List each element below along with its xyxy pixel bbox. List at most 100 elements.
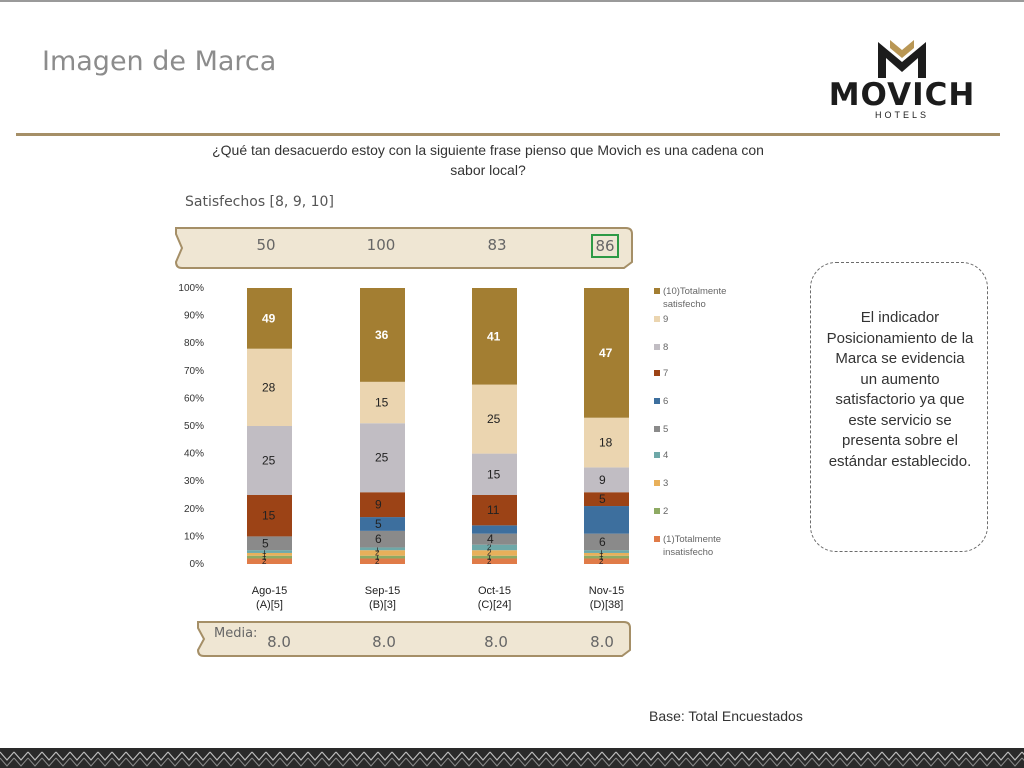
bar-segment	[247, 558, 292, 564]
bar-segment	[360, 558, 405, 564]
legend-swatch	[654, 536, 660, 542]
legend-label: satisfecho	[663, 299, 706, 310]
bar-data-label: 6	[375, 532, 382, 546]
x-tick-label: (D)[38]	[590, 599, 624, 611]
bar-data-label: 25	[262, 454, 276, 468]
bar-data-label: 49	[262, 311, 276, 325]
bar-data-label: 6	[599, 535, 606, 549]
legend-label: insatisfecho	[663, 547, 713, 558]
movich-logo: MOVICH HOTELS	[812, 36, 992, 124]
bottom-decorative-band	[0, 748, 1024, 768]
legend-swatch	[654, 398, 660, 404]
satisfied-label: Satisfechos [8, 9, 10]	[185, 194, 334, 210]
bar-segment	[472, 525, 517, 534]
y-tick-label: 90%	[184, 311, 204, 322]
bar-data-label: 1	[262, 553, 267, 562]
legend-label: 4	[663, 450, 668, 461]
bar-segment	[584, 492, 629, 507]
x-tick-label: Nov-15	[589, 585, 624, 597]
legend-label: 8	[663, 342, 668, 353]
bar-segment	[584, 533, 629, 551]
bar-segment	[247, 426, 292, 495]
satisfied-banner	[174, 227, 633, 269]
bar-data-label: 2	[487, 557, 492, 566]
bar-data-label: 5	[599, 492, 606, 506]
stacked-bar-chart: 0%10%20%30%40%50%60%70%80%90%100%2111515…	[178, 283, 726, 611]
x-tick-label: Ago-15	[252, 585, 287, 597]
media-value-ago: 8.0	[267, 633, 291, 651]
legend-swatch	[654, 508, 660, 514]
bar-data-label: 1	[375, 553, 380, 562]
bar-data-label: 2	[375, 549, 380, 558]
satisfied-value-ago: 50	[256, 236, 276, 254]
bar-data-label: 1	[375, 544, 380, 553]
bar-data-label: 1	[487, 553, 492, 562]
y-tick-label: 80%	[184, 338, 204, 349]
legend-label: 3	[663, 478, 668, 489]
bar-segment	[360, 381, 405, 424]
y-tick-label: 50%	[184, 421, 204, 432]
bar-data-label: 5	[262, 536, 269, 550]
legend-swatch	[654, 370, 660, 376]
bar-segment	[472, 495, 517, 526]
bar-segment	[472, 555, 517, 559]
bar-segment	[584, 550, 629, 553]
legend-swatch	[654, 316, 660, 322]
bar-segment	[360, 530, 405, 548]
bar-segment	[472, 558, 517, 564]
bar-segment	[584, 558, 629, 564]
bar-data-label: 1	[262, 547, 267, 556]
y-tick-label: 30%	[184, 476, 204, 487]
movich-m-logo-icon	[878, 40, 926, 78]
logo-subtitle: HOTELS	[874, 110, 929, 120]
bar-data-label: 11	[487, 503, 500, 517]
media-banner	[196, 621, 631, 657]
bar-segment	[472, 533, 517, 545]
bar-data-label: 1	[262, 550, 267, 559]
y-tick-label: 100%	[178, 283, 204, 294]
bar-data-label: 2	[599, 557, 604, 566]
legend-label: (10)Totalmente	[663, 286, 726, 297]
y-tick-label: 40%	[184, 449, 204, 460]
legend-swatch	[654, 288, 660, 294]
bar-data-label: 2	[487, 543, 492, 552]
bar-data-label: 1	[599, 547, 604, 556]
bar-segment	[360, 547, 405, 551]
bar-segment	[360, 288, 405, 382]
bar-segment	[247, 495, 292, 537]
insight-callout-text: El indicador Posicionamiento de la Marca…	[826, 309, 974, 470]
bar-segment	[472, 288, 517, 385]
top-border-line	[0, 0, 1024, 2]
bar-segment	[247, 348, 292, 426]
bar-segment	[247, 536, 292, 551]
bar-data-label: 9	[375, 498, 382, 512]
bar-segment	[247, 555, 292, 559]
base-note: Base: Total Encuestados	[649, 708, 803, 724]
y-tick-label: 70%	[184, 366, 204, 377]
bar-segment	[360, 550, 405, 556]
satisfied-value-nov: 86	[591, 234, 619, 258]
bar-segment	[584, 506, 629, 534]
bar-segment	[584, 288, 629, 418]
bar-data-label: 28	[262, 380, 276, 394]
legend-label: 7	[663, 368, 668, 379]
bar-data-label: 18	[599, 436, 613, 450]
bar-segment	[472, 384, 517, 454]
bar-data-label: 15	[375, 396, 389, 410]
survey-question: ¿Qué tan desacuerdo estoy con la siguien…	[212, 142, 764, 178]
legend-label: 9	[663, 314, 668, 325]
bar-data-label: 2	[487, 549, 492, 558]
bar-segment	[360, 555, 405, 559]
legend-label: 2	[663, 506, 668, 517]
y-tick-label: 0%	[190, 559, 205, 570]
x-tick-label: Oct-15	[478, 585, 511, 597]
bar-segment	[584, 552, 629, 556]
media-value-oct: 8.0	[484, 633, 508, 651]
bar-segment	[584, 417, 629, 468]
legend-swatch	[654, 480, 660, 486]
x-tick-label: (B)[3]	[369, 599, 396, 611]
x-tick-label: Sep-15	[365, 585, 400, 597]
media-value-sep: 8.0	[372, 633, 396, 651]
bar-segment	[360, 492, 405, 518]
x-tick-label: (C)[24]	[478, 599, 512, 611]
